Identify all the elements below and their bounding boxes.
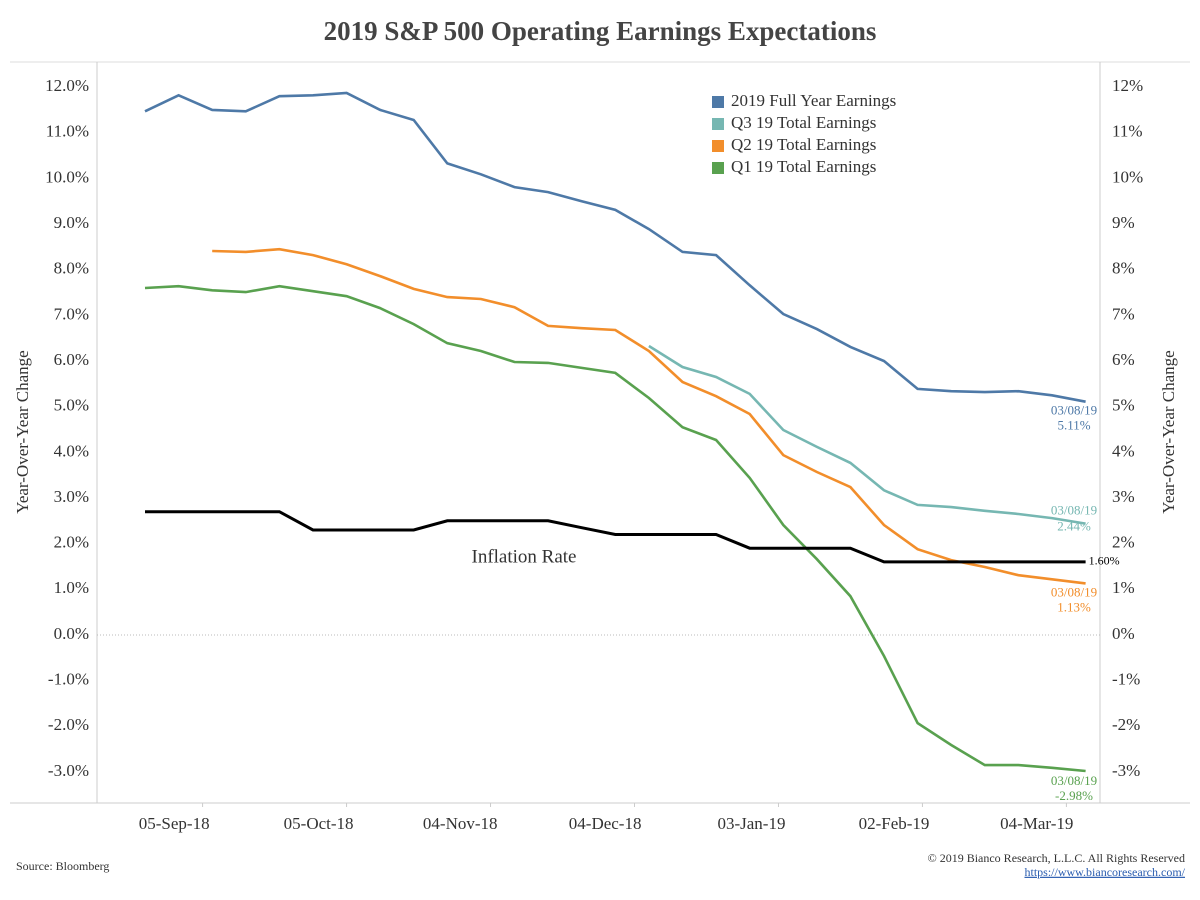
y-tick-label: 1.0% [54,578,89,597]
y2-tick-label: 2% [1112,533,1135,552]
y2-tick-label: 12% [1112,76,1143,95]
y-tick-label: 2.0% [54,533,89,552]
legend-label: 2019 Full Year Earnings [731,91,896,110]
series-line [145,510,1086,564]
y-tick-label: 9.0% [54,213,89,232]
legend-swatch [712,96,724,108]
y-tick-label: -3.0% [48,761,89,780]
y-tick-label: 12.0% [45,76,89,95]
y2-tick-label: -2% [1112,715,1140,734]
y2-tick-label: -1% [1112,670,1140,689]
end-date-label: 03/08/19 [1051,773,1097,788]
chart-title: 2019 S&P 500 Operating Earnings Expectat… [324,16,877,46]
end-date-label: 03/08/19 [1051,403,1097,418]
y-axis-label: Year-Over-Year Change [13,350,32,513]
value-label: -2.98% [1055,788,1093,803]
x-tick-label: 03-Jan-19 [717,814,785,833]
legend-label: Q1 19 Total Earnings [731,157,876,176]
series-line [144,284,1086,773]
value-label: 1.13% [1057,599,1091,614]
y2-tick-label: -3% [1112,761,1140,780]
value-label: 5.11% [1057,418,1090,433]
x-tick-label: 05-Oct-18 [284,814,354,833]
y2-axis-label: Year-Over-Year Change [1159,350,1178,513]
y-tick-label: 7.0% [54,304,89,323]
series-annotation: Inflation Rate [472,546,577,567]
series-line [212,247,1086,585]
source: Source: Bloomberg [16,859,109,873]
y2-tick-label: 7% [1112,304,1135,323]
y2-tick-label: 3% [1112,487,1135,506]
copyright: © 2019 Bianco Research, L.L.C. All Right… [928,851,1185,865]
y-tick-label: 10.0% [45,167,89,186]
y2-tick-label: 5% [1112,396,1135,415]
x-tick-label: 04-Nov-18 [423,814,498,833]
y-tick-label: -2.0% [48,715,89,734]
y2-tick-label: 11% [1112,122,1143,141]
value-label: 2.44% [1057,519,1091,534]
value-label: 1.60% [1089,554,1120,568]
x-tick-label: 04-Dec-18 [569,814,642,833]
legend-swatch [712,118,724,130]
y-tick-label: 11.0% [46,122,89,141]
series-line [144,91,1086,403]
y-tick-label: 5.0% [54,396,89,415]
y2-tick-label: 6% [1112,350,1135,369]
y2-tick-label: 0% [1112,624,1135,643]
end-date-label: 03/08/19 [1051,503,1097,518]
y-tick-label: 3.0% [54,487,89,506]
y2-tick-label: 10% [1112,167,1143,186]
y-tick-label: 0.0% [54,624,89,643]
legend-swatch [712,140,724,152]
y2-tick-label: 1% [1112,578,1135,597]
y-tick-label: 8.0% [54,259,89,278]
y-tick-label: -1.0% [48,670,89,689]
legend-label: Q2 19 Total Earnings [731,135,876,154]
x-tick-label: 05-Sep-18 [139,814,210,833]
url[interactable]: https://www.biancoresearch.com/ [1024,865,1185,879]
x-tick-label: 04-Mar-19 [1000,814,1073,833]
x-tick-label: 02-Feb-19 [859,814,930,833]
end-date-label: 03/08/19 [1051,584,1097,599]
series-line [648,344,1086,525]
y2-tick-label: 4% [1112,441,1135,460]
y2-tick-label: 9% [1112,213,1135,232]
legend-label: Q3 19 Total Earnings [731,113,876,132]
y2-tick-label: 8% [1112,259,1135,278]
y-tick-label: 6.0% [54,350,89,369]
y-tick-label: 4.0% [54,441,89,460]
legend-swatch [712,162,724,174]
